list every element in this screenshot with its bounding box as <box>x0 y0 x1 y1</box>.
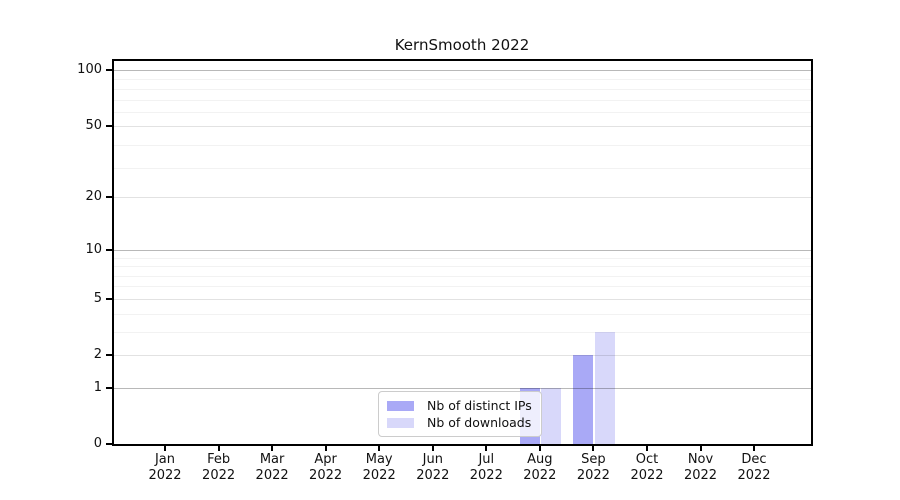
x-tick-year: 2022 <box>683 468 718 483</box>
x-tick-label: May 2022 <box>347 452 411 484</box>
legend-label-distinct-ips: Nb of distinct IPs <box>427 398 532 413</box>
gridline-major <box>114 70 811 72</box>
gridline-major <box>114 355 811 356</box>
gridline-major <box>114 197 811 199</box>
gridline-minor <box>114 257 811 259</box>
x-tick-year: 2022 <box>737 468 771 483</box>
chart-title: KernSmooth 2022 <box>394 36 530 54</box>
x-tick-label: Sep 2022 <box>561 452 625 484</box>
x-tick-month: Jan <box>154 452 176 467</box>
y-tick-label: 1 <box>93 379 102 395</box>
gridline-major <box>114 387 811 389</box>
gridline-minor <box>114 331 811 333</box>
y-tick-label: 2 <box>93 347 102 362</box>
y-tick-label: 20 <box>85 189 102 205</box>
legend-swatch-downloads <box>387 417 414 428</box>
x-tick-year: 2022 <box>148 468 182 483</box>
x-tick-month: Aug <box>527 452 553 467</box>
legend-item-downloads: Nb of downloads <box>387 415 532 430</box>
x-tick-year: 2022 <box>255 468 289 483</box>
y-axis-tick <box>106 386 112 389</box>
x-tick-month: Mar <box>259 452 285 467</box>
gridline-major <box>114 298 811 300</box>
x-axis-tick <box>378 446 381 451</box>
x-tick-label: Dec 2022 <box>722 452 786 484</box>
x-axis-tick <box>753 446 755 451</box>
x-axis-tick <box>271 446 274 451</box>
gridline-minor <box>114 112 811 114</box>
x-tick-month: Apr <box>314 452 337 467</box>
gridline-minor <box>114 286 811 288</box>
y-axis-tick <box>106 297 112 300</box>
y-axis-tick <box>106 196 112 199</box>
x-tick-month: Dec <box>741 452 767 467</box>
x-axis-tick <box>485 446 488 451</box>
gridline-minor <box>114 168 811 170</box>
x-axis-tick <box>431 446 434 451</box>
bar-sep-distinct-ips <box>573 355 594 444</box>
y-tick-label: 100 <box>77 62 102 78</box>
x-tick-year: 2022 <box>630 468 664 483</box>
x-axis-tick <box>217 446 220 451</box>
x-tick-month: Jul <box>478 452 495 467</box>
x-tick-label: Jun 2022 <box>401 452 465 484</box>
gridline-minor <box>114 89 811 90</box>
y-axis-tick <box>106 124 112 127</box>
y-tick-label: 50 <box>85 117 102 133</box>
bar-sep-downloads <box>594 331 615 444</box>
legend-label-downloads: Nb of downloads <box>427 415 532 430</box>
gridline-minor <box>114 79 811 81</box>
x-tick-label: Jul 2022 <box>454 452 518 484</box>
gridline-major <box>114 125 811 127</box>
x-tick-month: May <box>365 452 393 467</box>
x-tick-label: Oct 2022 <box>615 452 679 484</box>
x-axis-tick <box>592 446 595 451</box>
x-tick-month: Oct <box>635 452 659 467</box>
x-tick-label: Feb 2022 <box>187 452 251 484</box>
x-axis-tick <box>538 446 541 451</box>
x-axis-tick <box>164 446 166 451</box>
gridline-minor <box>114 99 811 101</box>
gridline-major <box>114 249 811 251</box>
x-tick-label: Aug 2022 <box>508 452 572 484</box>
gridline-minor <box>114 313 811 315</box>
y-tick-label: 10 <box>85 241 102 257</box>
y-axis-tick <box>106 354 112 356</box>
x-tick-label: Jan 2022 <box>133 452 197 484</box>
x-axis-tick <box>699 446 702 451</box>
gridline-minor <box>114 275 811 277</box>
x-tick-year: 2022 <box>523 468 557 483</box>
gridline-minor <box>114 266 811 267</box>
y-axis-tick <box>106 69 112 72</box>
y-axis-tick <box>106 443 112 445</box>
y-axis-tick <box>106 248 112 251</box>
x-tick-year: 2022 <box>202 468 236 483</box>
x-tick-month: Jun <box>422 452 443 467</box>
x-tick-year: 2022 <box>576 468 610 483</box>
x-axis-tick <box>646 446 648 451</box>
x-tick-year: 2022 <box>416 468 450 483</box>
x-tick-year: 2022 <box>469 468 503 483</box>
x-tick-label: Apr 2022 <box>294 452 358 484</box>
legend-swatch-distinct-ips <box>387 400 414 411</box>
y-tick-label: 0 <box>93 436 102 451</box>
x-tick-year: 2022 <box>362 468 396 483</box>
bar-aug-downloads <box>541 387 562 444</box>
x-tick-label: Mar 2022 <box>240 452 304 484</box>
x-axis-tick <box>324 446 327 451</box>
gridline-minor <box>114 145 811 147</box>
x-tick-month: Feb <box>207 452 231 467</box>
x-tick-year: 2022 <box>309 468 343 483</box>
x-tick-month: Sep <box>581 452 606 467</box>
y-tick-label: 5 <box>93 290 102 306</box>
legend-item-distinct-ips: Nb of distinct IPs <box>387 398 532 413</box>
x-tick-month: Nov <box>687 452 714 467</box>
legend: Nb of distinct IPs Nb of downloads <box>378 391 542 437</box>
x-tick-label: Nov 2022 <box>669 452 733 484</box>
